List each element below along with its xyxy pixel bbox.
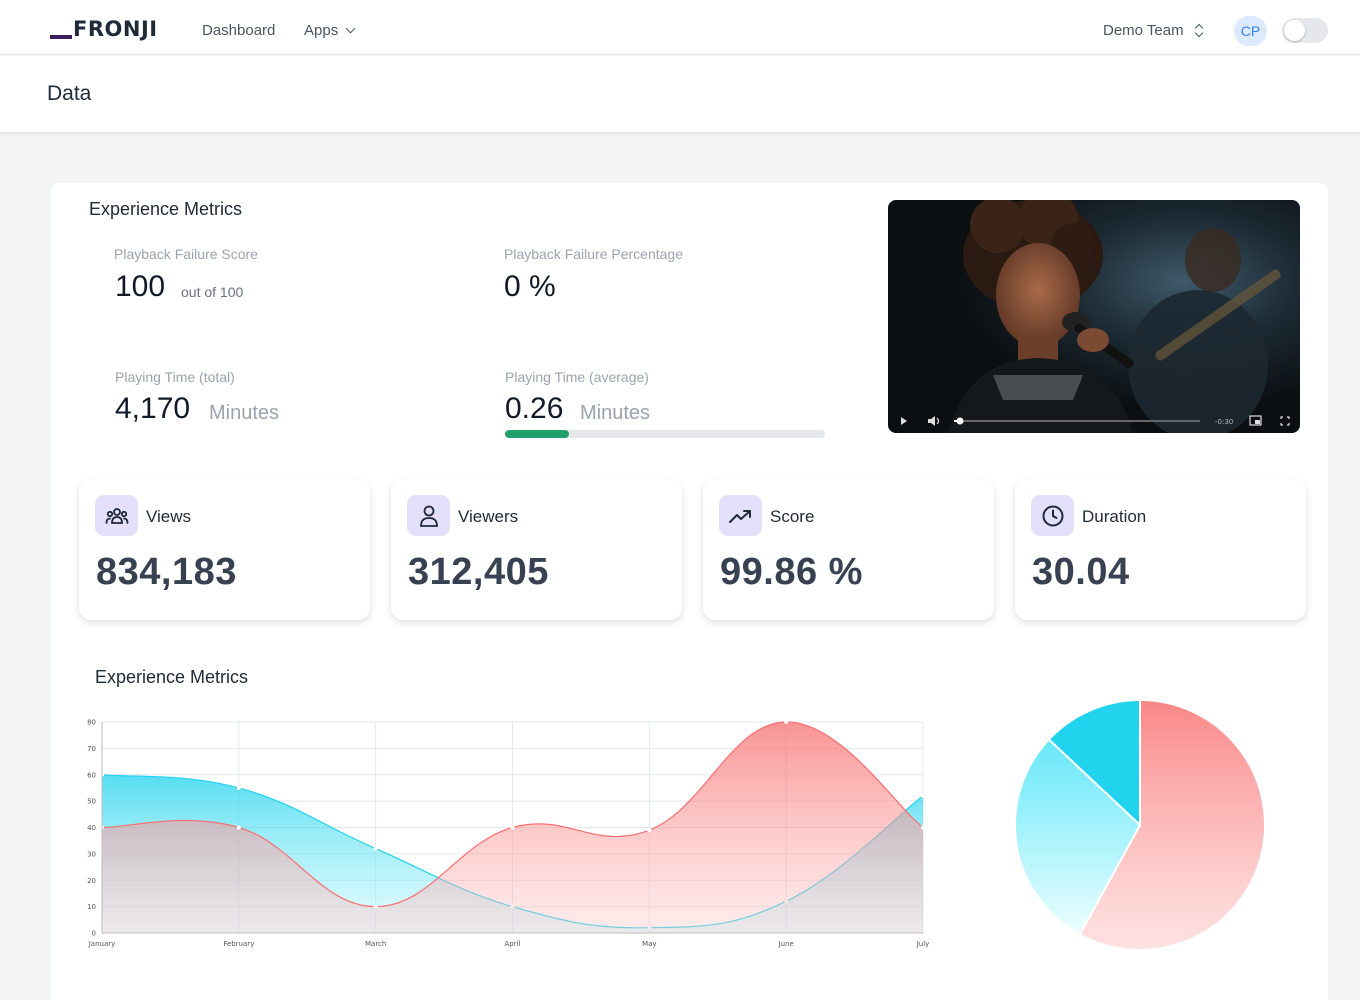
nav-apps-label: Apps (304, 22, 339, 39)
stat-label: Score (770, 507, 815, 526)
playing-avg-unit: Minutes (580, 402, 651, 424)
logo-mark (50, 35, 72, 39)
x-tick-label: May (642, 940, 656, 948)
video-frame (888, 200, 1300, 433)
stat-label: Duration (1082, 507, 1147, 526)
y-tick-label: 20 (87, 877, 96, 885)
playing-avg-progress (505, 430, 825, 438)
series-area (102, 721, 923, 933)
stat-value: 312,405 (408, 551, 549, 593)
theme-toggle[interactable] (1282, 18, 1328, 43)
picture-in-picture-icon[interactable] (1249, 415, 1262, 426)
stat-card-viewers[interactable]: Viewers 312,405 (391, 479, 682, 620)
logo-text: FRONJI (73, 17, 158, 41)
experience-card: Experience Metrics Playback Failure Scor… (51, 183, 1328, 1000)
failure-score-label: Playback Failure Score (114, 246, 258, 262)
y-tick-label: 70 (87, 745, 96, 753)
x-tick-label: March (365, 940, 386, 948)
pie-chart-svg (1014, 698, 1266, 951)
x-tick-label: June (778, 940, 794, 948)
team-switcher[interactable]: Demo Team (1103, 22, 1184, 39)
page-title: Data (47, 82, 92, 105)
data-point (236, 785, 241, 790)
data-point (236, 825, 241, 830)
area-chart-svg: 0 10 20 30 40 50 60 70 80 January February March Apr… (87, 719, 930, 949)
nav-link-apps[interactable]: Apps (304, 22, 356, 39)
pie-chart (1008, 693, 1278, 963)
y-tick-label: 40 (87, 824, 96, 832)
pie-slice[interactable] (1047, 698, 1141, 828)
y-tick-label: 10 (87, 903, 96, 911)
video-controls: -0:30 (888, 409, 1300, 433)
area-chart: 0 10 20 30 40 50 60 70 80 January February March Apr… (71, 708, 941, 958)
seek-handle[interactable] (956, 417, 964, 425)
selector-icon[interactable] (1195, 23, 1203, 37)
trending-up-icon (719, 495, 762, 536)
page-header: Data (0, 56, 1360, 132)
video-seek-bar[interactable] (954, 420, 1200, 422)
y-tick-label: 30 (87, 850, 96, 858)
data-point (373, 904, 378, 909)
stat-value: 834,183 (96, 551, 237, 593)
data-point (921, 793, 925, 798)
stat-label: Views (146, 507, 192, 526)
playing-total-value: 4,170 (115, 392, 191, 425)
toggle-knob (1284, 20, 1305, 41)
pie-slice[interactable] (1014, 738, 1142, 936)
y-tick-label: 80 (87, 719, 96, 727)
nav-link-dashboard[interactable]: Dashboard (202, 22, 276, 39)
fullscreen-icon[interactable] (1280, 416, 1290, 426)
clock-icon (1031, 495, 1074, 536)
video-time: -0:30 (1215, 418, 1233, 426)
failure-pct-value: 0 % (504, 270, 556, 303)
stat-value: 99.86 % (720, 551, 863, 593)
y-tick-label: 0 (92, 930, 96, 938)
failure-score-sub: out of 100 (181, 284, 244, 300)
playing-total-unit: Minutes (209, 402, 280, 424)
playing-avg-label: Playing Time (average) (505, 369, 649, 385)
x-tick-label: January (88, 940, 116, 948)
stat-label: Viewers (458, 507, 519, 526)
x-tick-label: July (916, 940, 930, 948)
brand-logo[interactable]: FRONJI (50, 16, 158, 42)
data-point (921, 825, 925, 830)
video-player[interactable]: -0:30 (888, 200, 1300, 433)
pie-slice[interactable] (1078, 698, 1266, 951)
user-icon (407, 495, 450, 536)
playing-avg-value: 0.26 (505, 392, 564, 425)
failure-pct-label: Playback Failure Percentage (504, 246, 683, 262)
chart-section-title: Experience Metrics (95, 667, 249, 687)
stat-card-score[interactable]: Score 99.86 % (703, 479, 994, 620)
stat-card-views[interactable]: Views 834,183 (79, 479, 370, 620)
playing-total-label: Playing Time (total) (115, 369, 235, 385)
failure-score-value: 100 (115, 270, 166, 303)
progress-fill (505, 430, 569, 438)
data-point (647, 828, 652, 833)
top-navbar: FRONJI Dashboard Apps Demo Team CP (0, 0, 1360, 55)
volume-icon[interactable] (928, 416, 940, 426)
users-group-icon (95, 495, 138, 536)
x-tick-label: April (505, 940, 521, 948)
data-point (784, 720, 789, 724)
avatar[interactable]: CP (1234, 16, 1267, 46)
data-point (510, 825, 515, 830)
stat-value: 30.04 (1032, 551, 1130, 593)
y-tick-label: 60 (87, 771, 96, 779)
experience-metrics-title: Experience Metrics (89, 199, 243, 219)
x-tick-label: February (223, 940, 254, 948)
data-point (373, 846, 378, 851)
y-tick-label: 50 (87, 798, 96, 806)
chevron-down-icon (345, 23, 356, 34)
play-icon[interactable] (901, 417, 907, 425)
stat-card-duration[interactable]: Duration 30.04 (1015, 479, 1306, 620)
